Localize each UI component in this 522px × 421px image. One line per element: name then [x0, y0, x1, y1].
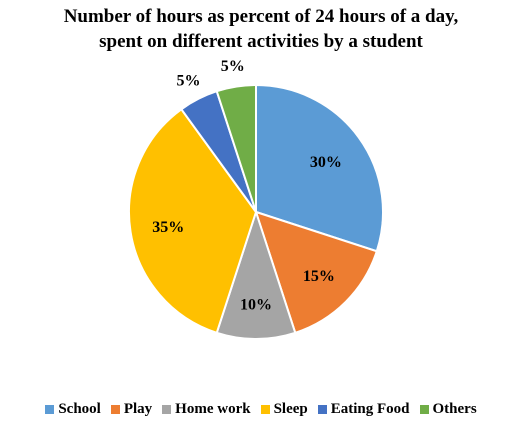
- legend-label: Eating Food: [330, 400, 410, 417]
- legend-swatch: [45, 404, 55, 414]
- legend-label: Others: [432, 400, 477, 417]
- legend-swatch: [110, 404, 120, 414]
- pie-slice-others: [215, 83, 257, 213]
- legend-item-eating-food: Eating Food: [317, 400, 410, 418]
- chart-title: Number of hours as percent of 24 hours o…: [0, 4, 522, 54]
- legend-item-home-work: Home work: [162, 400, 251, 418]
- legend-item-school: School: [45, 401, 101, 418]
- pie-slice-sleep: [128, 107, 258, 335]
- data-label-home-work: 10%: [240, 296, 272, 313]
- legend-label: Sleep: [273, 400, 308, 417]
- legend-label: Home work: [175, 400, 251, 417]
- data-label-play: 15%: [303, 268, 335, 285]
- legend-item-play: Play: [110, 400, 153, 418]
- chart-legend: School Play Home work Sleep Eating Food Other…: [0, 398, 522, 420]
- legend-swatch: [260, 404, 270, 414]
- pie-slice-school: [255, 83, 384, 253]
- legend-item-sleep: Sleep: [260, 400, 308, 418]
- legend-swatch: [162, 404, 172, 414]
- data-label-eating-food: 5%: [177, 73, 201, 90]
- data-label-sleep: 35%: [152, 219, 184, 236]
- chart-title-line-2: spent on different activities by a stude…: [99, 31, 423, 52]
- legend-swatch: [419, 404, 429, 414]
- data-label-others: 5%: [221, 58, 245, 75]
- data-label-school: 30%: [310, 154, 342, 171]
- legend-label: School: [58, 400, 101, 417]
- chart-title-line-1: Number of hours as percent of 24 hours o…: [63, 6, 459, 27]
- pie-slice-home-work: [215, 208, 297, 340]
- legend-item-others: Others: [419, 400, 477, 418]
- legend-label: Play: [123, 400, 153, 417]
- legend-swatch: [317, 404, 327, 414]
